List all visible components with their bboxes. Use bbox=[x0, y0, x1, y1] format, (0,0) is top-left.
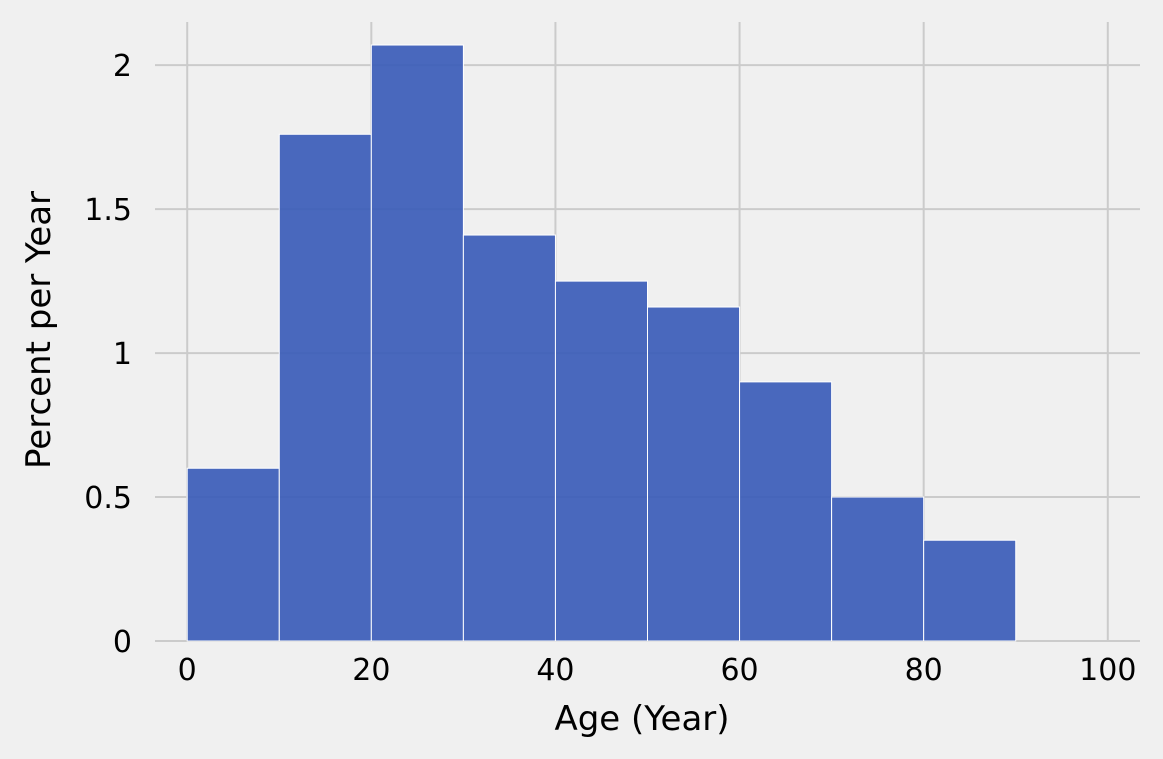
histogram-bar bbox=[370, 44, 464, 642]
y-tick-label: 2 bbox=[113, 49, 132, 84]
y-tick-label: 0.5 bbox=[84, 481, 132, 516]
y-axis-ticks: 0 0.5 1 1.5 2 bbox=[84, 49, 132, 660]
histogram-bar bbox=[647, 306, 741, 642]
x-axis-label: Age (Year) bbox=[554, 699, 729, 739]
x-tick-label: 40 bbox=[536, 653, 574, 688]
x-tick-label: 20 bbox=[352, 653, 390, 688]
y-tick-label: 1 bbox=[113, 337, 132, 372]
x-tick-label: 80 bbox=[905, 653, 943, 688]
histogram-bar bbox=[923, 539, 1017, 642]
y-tick-label: 0 bbox=[113, 625, 132, 660]
x-tick-label: 0 bbox=[178, 653, 197, 688]
histogram-bar bbox=[831, 496, 925, 642]
x-tick-label: 60 bbox=[720, 653, 758, 688]
histogram-bar bbox=[462, 234, 556, 642]
x-axis-ticks: 0 20 40 60 80 100 bbox=[178, 653, 1137, 688]
bars bbox=[186, 44, 1017, 642]
y-axis-label: Percent per Year bbox=[19, 191, 59, 469]
histogram-bar bbox=[186, 467, 280, 642]
x-tick-label: 100 bbox=[1079, 653, 1136, 688]
y-tick-label: 1.5 bbox=[84, 193, 132, 228]
histogram-bar bbox=[739, 381, 833, 642]
histogram-bar bbox=[278, 133, 372, 642]
histogram-bar bbox=[554, 280, 648, 642]
